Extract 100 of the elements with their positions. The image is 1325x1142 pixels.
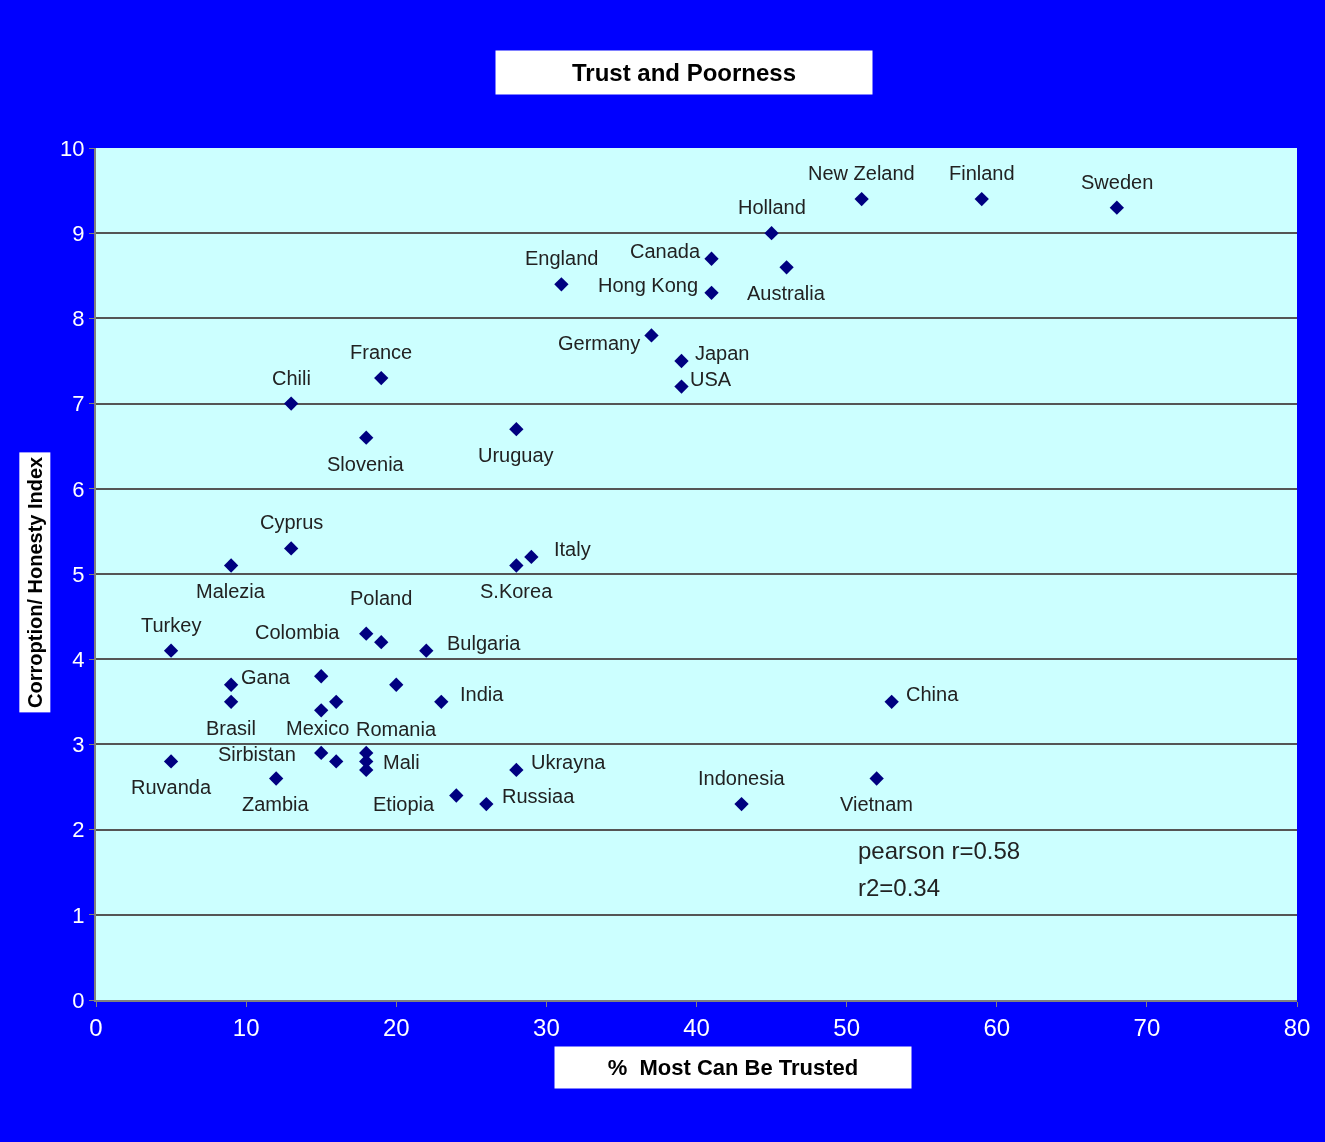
point: [1109, 200, 1124, 215]
point: [374, 370, 389, 386]
x-tick-label: 80: [1283, 1013, 1311, 1041]
y-tick-label: 8: [72, 306, 85, 332]
annotation: Hong Kong: [598, 274, 699, 296]
point: [734, 796, 749, 812]
x-tick-label: 70: [1133, 1013, 1161, 1041]
x-tick-label: 0: [89, 1013, 103, 1041]
point: [554, 277, 569, 292]
chart-title: Trust and Poorness: [571, 59, 797, 86]
point: [163, 643, 179, 658]
annotation: Bulgaria: [447, 632, 522, 654]
annotation: S.Korea: [480, 580, 554, 602]
y-tick-label: 2: [72, 817, 85, 843]
annotation: Chili: [272, 367, 311, 389]
x-tick-label: 20: [382, 1013, 410, 1041]
annotation: Finland: [949, 162, 1015, 184]
point: [284, 396, 299, 411]
point: [374, 635, 389, 650]
point: [314, 745, 329, 761]
point: [974, 191, 989, 207]
annotation: Romania: [356, 718, 437, 740]
point: [314, 669, 329, 684]
point: [509, 762, 524, 778]
point: [284, 541, 299, 556]
point: [389, 677, 404, 692]
annotation: Zambia: [242, 793, 310, 815]
annotation: Italy: [554, 538, 591, 560]
annotation: Ruvanda: [131, 776, 212, 798]
y-tick-label: 7: [72, 391, 85, 417]
point: [674, 379, 689, 394]
annotation: Brasil: [206, 717, 257, 739]
y-axis-title: Corroption/ Honesty Index: [23, 456, 46, 708]
annotation: Germany: [558, 332, 641, 354]
y-tick-label: 5: [72, 561, 85, 587]
annotation: England: [525, 247, 599, 269]
point: [223, 677, 239, 692]
annotation: Malezia: [196, 580, 266, 602]
annotation: Poland: [350, 587, 413, 609]
point: [479, 796, 494, 812]
point: [884, 694, 899, 709]
point: [449, 788, 464, 803]
point: [509, 422, 524, 437]
point: [419, 643, 434, 658]
point: [854, 191, 869, 207]
annotation: pearson r=0.58: [858, 837, 1021, 864]
annotation: Japan: [695, 342, 750, 364]
point: [434, 694, 449, 709]
annotation: Etiopia: [373, 793, 436, 815]
point: [779, 260, 794, 275]
point: [163, 754, 179, 769]
annotation: France: [350, 341, 413, 363]
annotation: Sirbistan: [218, 743, 296, 765]
annotation: India: [460, 683, 505, 705]
annotation: Holland: [738, 196, 806, 218]
point: [314, 703, 329, 718]
annotation: Uruguay: [478, 444, 554, 466]
annotation: r2=0.34: [858, 874, 941, 901]
y-tick-label: 4: [72, 646, 85, 672]
y-tick-label: 1: [72, 902, 85, 928]
annotation: Vietnam: [840, 793, 914, 815]
x-tick-label: 50: [833, 1013, 860, 1041]
annotation: Turkey: [141, 614, 202, 636]
annotation: Gana: [241, 666, 291, 688]
x-tick-label: 60: [983, 1013, 1011, 1041]
point: [869, 771, 884, 786]
point: [524, 549, 539, 565]
y-tick-label: 6: [72, 476, 85, 502]
point: [329, 754, 344, 769]
x-tick-label: 10: [232, 1013, 260, 1041]
y-tick-label: 0: [72, 987, 85, 1013]
point: [764, 226, 779, 241]
x-tick-label: 40: [683, 1013, 710, 1041]
y-tick-label: 3: [72, 732, 85, 758]
annotation: Slovenia: [327, 453, 405, 475]
annotation: Cyprus: [260, 511, 324, 533]
annotation: USA: [690, 368, 732, 390]
point: [704, 251, 719, 266]
annotation: Ukrayna: [531, 751, 607, 773]
annotation: Sweden: [1081, 171, 1154, 193]
point: [223, 558, 239, 573]
annotation: Australia: [747, 282, 826, 304]
point: [359, 430, 374, 445]
annotation: Indonesia: [698, 767, 786, 789]
x-tick-label: 30: [533, 1013, 560, 1041]
annotation: China: [906, 683, 960, 705]
point: [359, 626, 374, 641]
point: [329, 694, 344, 709]
annotation: Colombia: [255, 621, 341, 643]
point: [509, 558, 524, 573]
y-tick-label: 10: [60, 135, 85, 161]
point: [704, 285, 719, 300]
point: [269, 771, 284, 786]
point: [674, 353, 689, 369]
y-tick-label: 9: [72, 220, 85, 246]
annotation: Mali: [383, 751, 420, 773]
annotation: Mexico: [286, 717, 350, 739]
x-axis-title: % Most Can Be Trusted: [607, 1055, 859, 1080]
annotation: Canada: [630, 240, 701, 262]
annotation: New Zeland: [808, 162, 915, 184]
